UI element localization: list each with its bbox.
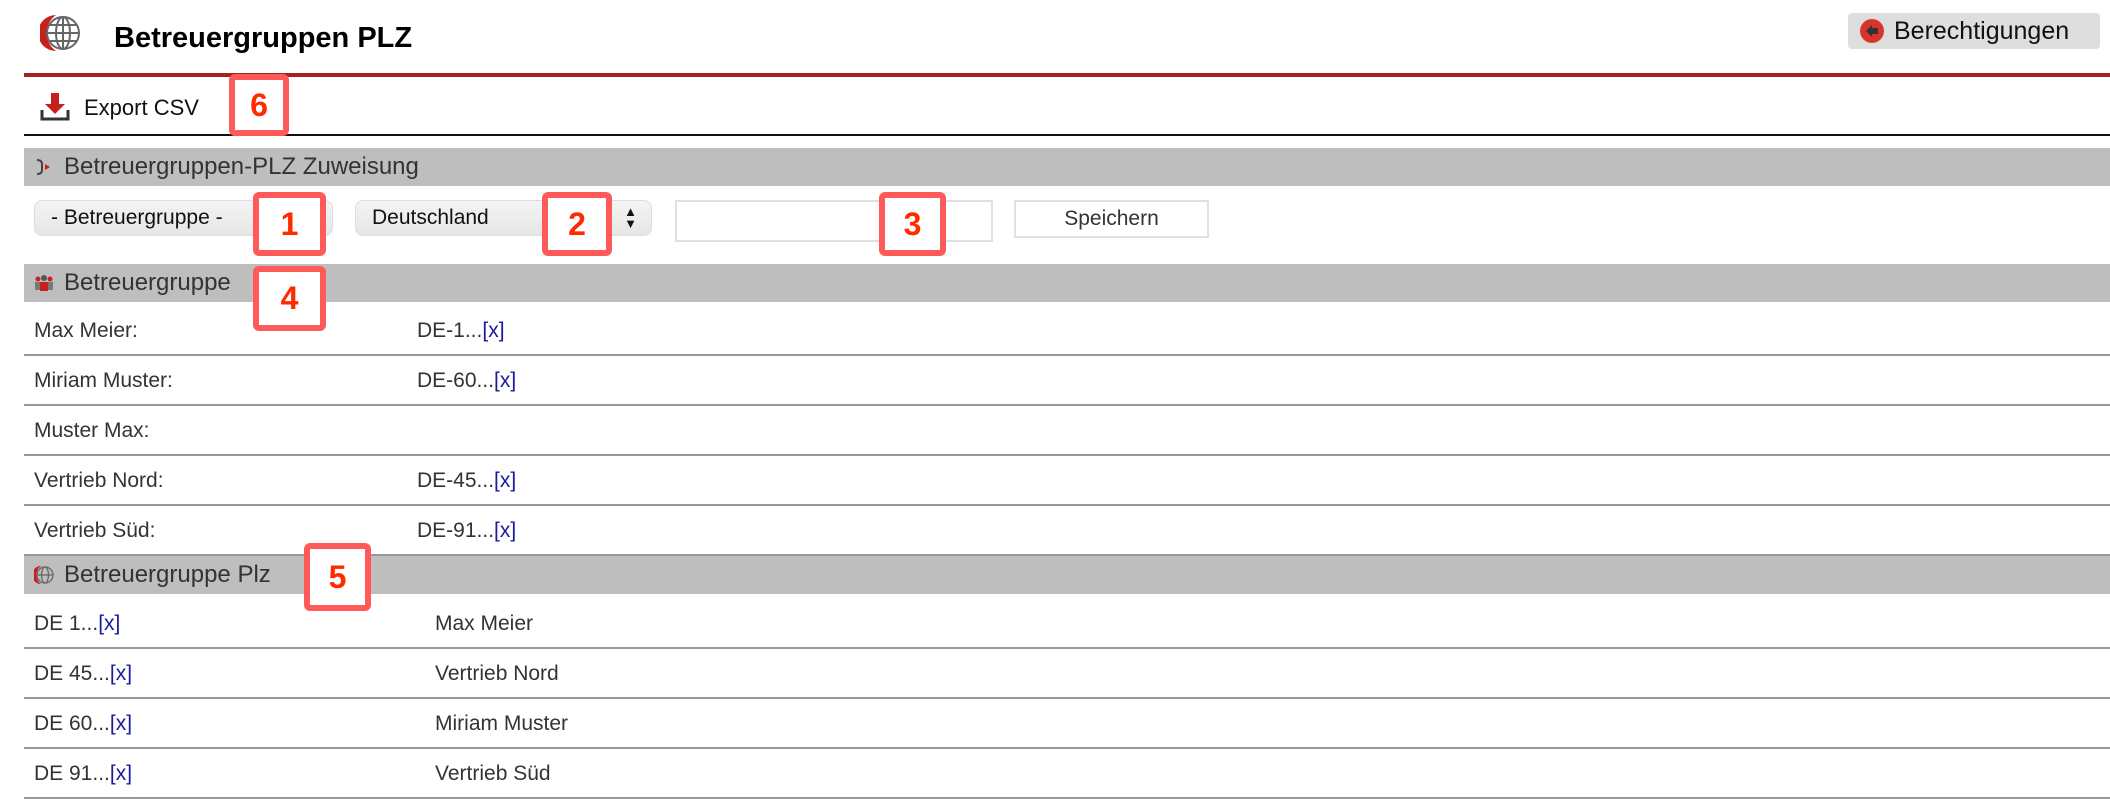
group-plz: DE-91... bbox=[417, 519, 495, 542]
toolbar-divider bbox=[24, 134, 2110, 136]
remove-link[interactable]: [x] bbox=[482, 319, 505, 342]
section-header-assignment: Betreuergruppen-PLZ Zuweisung bbox=[24, 148, 2110, 186]
plz-group-name: Max Meier bbox=[435, 612, 534, 635]
section-header-groups: Betreuergruppe bbox=[24, 264, 2110, 302]
back-arrow-icon bbox=[1860, 19, 1884, 43]
export-csv-button[interactable]: Export CSV bbox=[40, 88, 199, 128]
group-name: Vertrieb Süd: bbox=[34, 519, 156, 542]
remove-link[interactable]: [x] bbox=[494, 519, 517, 542]
select-arrows-icon: ▲ ▼ bbox=[624, 204, 637, 231]
annotation-badge-6: 6 bbox=[229, 74, 289, 136]
plz-group-name: Miriam Muster bbox=[435, 712, 569, 735]
plz-value: DE 60... bbox=[34, 712, 110, 735]
group-plz: DE-60... bbox=[417, 369, 495, 392]
permissions-label: Berechtigungen bbox=[1894, 16, 2070, 45]
page-title: Betreuergruppen PLZ bbox=[114, 22, 413, 54]
annotation-badge-2: 2 bbox=[542, 192, 612, 256]
plz-group-name: Vertrieb Süd bbox=[435, 762, 551, 785]
remove-link[interactable]: [x] bbox=[109, 762, 133, 785]
remove-link[interactable]: [x] bbox=[494, 469, 517, 492]
export-csv-label: Export CSV bbox=[84, 95, 199, 120]
group-row: Vertrieb Süd: DE-91...[x] bbox=[24, 506, 2110, 556]
plz-value: DE 45... bbox=[34, 662, 110, 685]
assign-icon bbox=[34, 157, 54, 177]
group-row: Max Meier: DE-1...[x] bbox=[24, 306, 2110, 356]
annotation-badge-1: 1 bbox=[253, 192, 326, 256]
plz-group-name: Vertrieb Nord bbox=[435, 662, 559, 685]
plz-row: DE 60...[x] Miriam Muster bbox=[24, 699, 2110, 749]
section-title: Betreuergruppe Plz bbox=[64, 561, 271, 588]
group-name: Muster Max: bbox=[34, 419, 150, 442]
group-row: Vertrieb Nord: DE-45...[x] bbox=[24, 456, 2110, 506]
remove-link[interactable]: [x] bbox=[109, 662, 133, 685]
annotation-badge-5: 5 bbox=[304, 543, 371, 611]
group-row: Muster Max: bbox=[24, 406, 2110, 456]
globe-icon bbox=[38, 12, 82, 54]
group-icon bbox=[34, 273, 54, 293]
header-divider bbox=[24, 73, 2110, 77]
group-select-value: - Betreuergruppe - bbox=[51, 206, 223, 229]
download-icon bbox=[40, 91, 70, 126]
plz-row: DE 91...[x] Vertrieb Süd bbox=[24, 749, 2110, 799]
group-plz: DE-1... bbox=[417, 319, 483, 342]
globe-icon bbox=[34, 565, 54, 585]
group-name: Miriam Muster: bbox=[34, 369, 173, 392]
group-name: Vertrieb Nord: bbox=[34, 469, 164, 492]
section-title: Betreuergruppen-PLZ Zuweisung bbox=[64, 153, 419, 180]
remove-link[interactable]: [x] bbox=[494, 369, 517, 392]
annotation-badge-3: 3 bbox=[879, 192, 946, 256]
plz-row: DE 1...[x] Max Meier bbox=[24, 599, 2110, 649]
permissions-button[interactable]: Berechtigungen bbox=[1848, 13, 2100, 49]
group-row: Miriam Muster: DE-60...[x] bbox=[24, 356, 2110, 406]
section-title: Betreuergruppe bbox=[64, 269, 231, 296]
save-button[interactable]: Speichern bbox=[1014, 200, 1209, 238]
group-plz: DE-45... bbox=[417, 469, 495, 492]
plz-value: DE 1... bbox=[34, 612, 99, 635]
remove-link[interactable]: [x] bbox=[98, 612, 121, 635]
annotation-badge-4: 4 bbox=[253, 266, 326, 331]
plz-value: DE 91... bbox=[34, 762, 110, 785]
section-header-plz: Betreuergruppe Plz bbox=[24, 556, 2110, 594]
plz-row: DE 45...[x] Vertrieb Nord bbox=[24, 649, 2110, 699]
country-select-value: Deutschland bbox=[372, 206, 489, 229]
group-name: Max Meier: bbox=[34, 319, 138, 342]
remove-link[interactable]: [x] bbox=[109, 712, 133, 735]
